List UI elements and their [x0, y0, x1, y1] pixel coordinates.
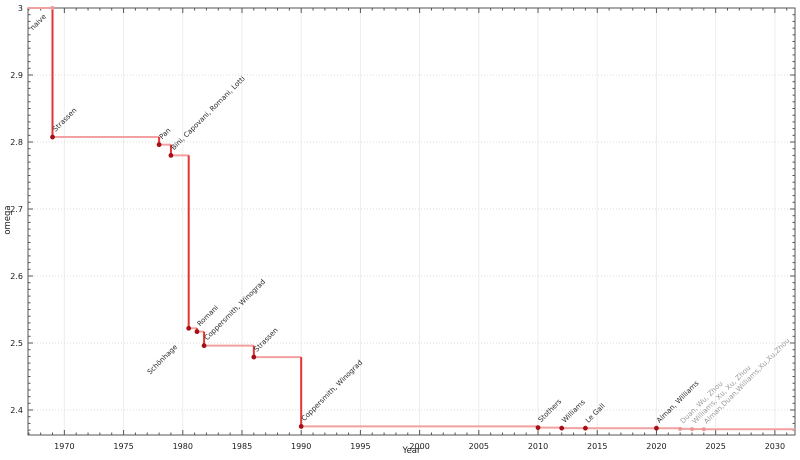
- x-tick-label: 1995: [350, 442, 370, 451]
- data-point: [298, 424, 304, 429]
- point-annotation: Bini, Capovani, Romani, Lotti: [170, 75, 247, 152]
- y-tick-label: 2.4: [10, 406, 23, 415]
- point-annotation: Williams: [560, 398, 587, 425]
- data-point: [50, 134, 55, 140]
- data-point: [194, 329, 200, 335]
- y-tick-label: 2.8: [10, 138, 23, 147]
- point-annotation: Strassen: [253, 326, 280, 353]
- point-annotation: naive: [29, 13, 48, 32]
- point-annotation: Coppersmith, Winograd: [300, 359, 364, 423]
- x-tick-label: 2030: [765, 442, 785, 451]
- data-point: [582, 425, 588, 431]
- data-point: [168, 153, 174, 158]
- x-tick-label: 1980: [173, 442, 193, 451]
- data-point: [535, 425, 541, 431]
- x-tick-label: 1990: [291, 442, 311, 451]
- x-tick-label: 2025: [705, 442, 725, 451]
- y-tick-label: 2.6: [10, 272, 23, 281]
- x-tick-label: 2020: [646, 442, 666, 451]
- data-point: [689, 427, 694, 432]
- y-tick-label: 2.5: [10, 339, 23, 348]
- data-point: [701, 427, 706, 432]
- point-annotation: Pan: [158, 127, 173, 142]
- y-tick-label: 2.9: [10, 71, 23, 80]
- x-tick-label: 1985: [232, 442, 252, 451]
- x-tick-label: 2010: [528, 442, 548, 451]
- data-point: [559, 425, 565, 431]
- y-tick-label: 2.7: [10, 205, 23, 214]
- point-annotation: Stothers: [537, 397, 564, 424]
- data-point: [50, 6, 55, 10]
- point-annotation: Le Gall: [584, 402, 607, 425]
- x-tick-label: 2015: [587, 442, 607, 451]
- y-axis-label: omega: [3, 205, 13, 235]
- point-annotation: Schönhage: [146, 343, 179, 376]
- y-tick-label: 3: [18, 4, 23, 13]
- data-point: [251, 354, 257, 360]
- data-point: [654, 425, 659, 431]
- x-tick-label: 2000: [409, 442, 429, 451]
- point-annotation: Williams, Xu, Xu, Zhou: [691, 364, 753, 426]
- data-point: [678, 426, 683, 431]
- x-tick-label: 2005: [469, 442, 489, 451]
- plot-frame: [27, 7, 796, 436]
- x-tick-label: 1975: [113, 442, 133, 451]
- x-tick-label: 1970: [54, 442, 74, 451]
- data-point: [156, 142, 162, 148]
- data-point: [201, 343, 207, 349]
- data-point: [186, 325, 192, 331]
- x-axis-label: Year: [402, 446, 421, 456]
